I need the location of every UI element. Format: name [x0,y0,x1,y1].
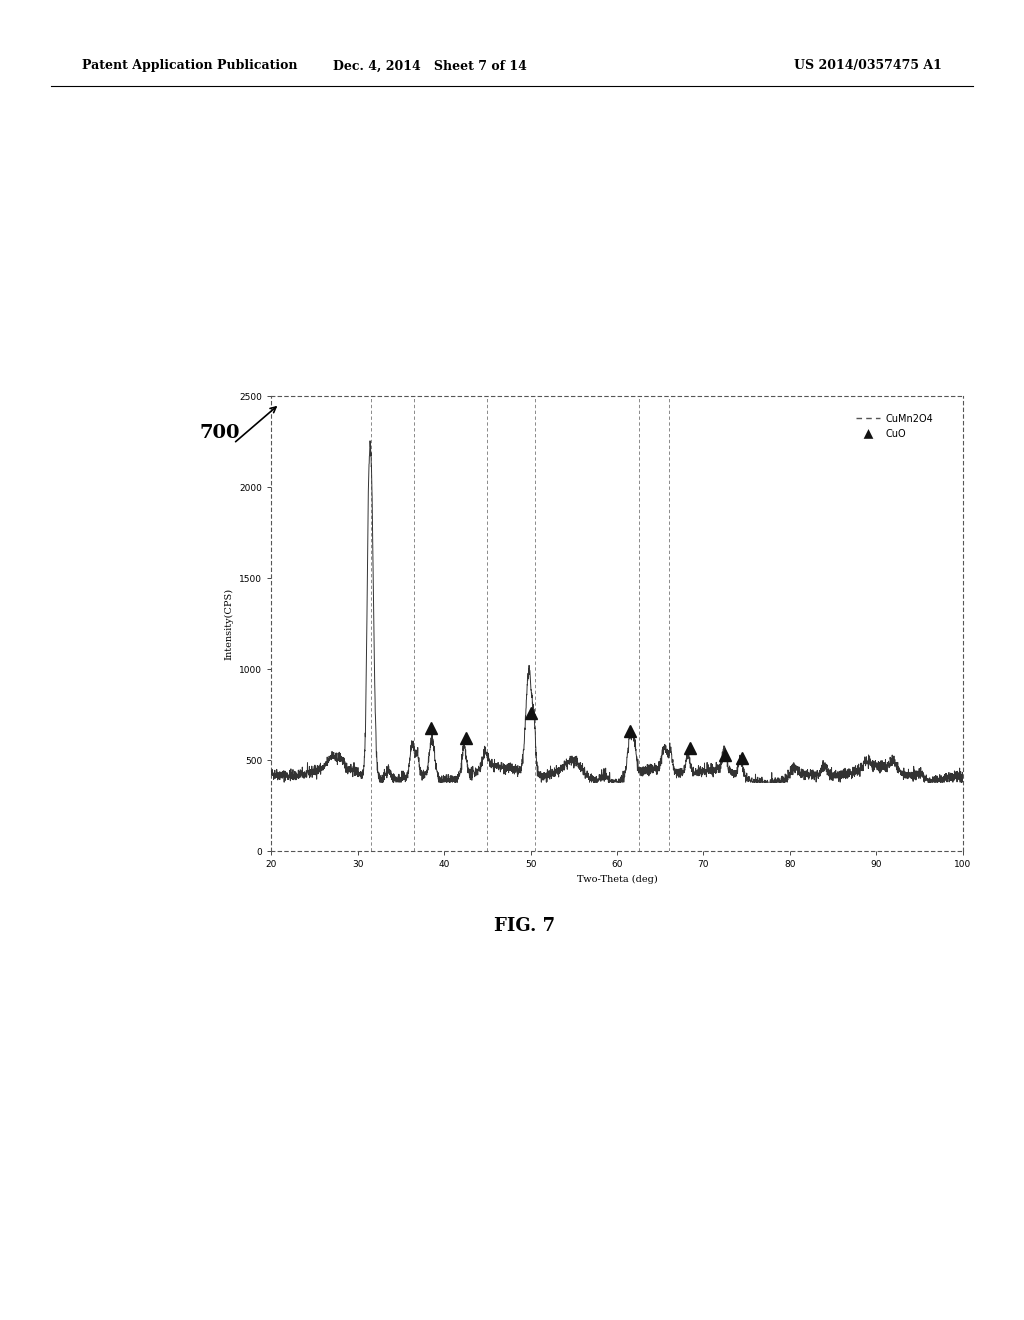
Text: Patent Application Publication: Patent Application Publication [82,59,297,73]
Y-axis label: Intensity(CPS): Intensity(CPS) [224,587,233,660]
Text: FIG. 7: FIG. 7 [494,917,555,936]
X-axis label: Two-Theta (deg): Two-Theta (deg) [577,875,657,884]
Legend: CuMn2O4, CuO: CuMn2O4, CuO [852,411,937,442]
Text: Dec. 4, 2014   Sheet 7 of 14: Dec. 4, 2014 Sheet 7 of 14 [333,59,527,73]
Text: US 2014/0357475 A1: US 2014/0357475 A1 [795,59,942,73]
Text: 700: 700 [200,424,241,442]
